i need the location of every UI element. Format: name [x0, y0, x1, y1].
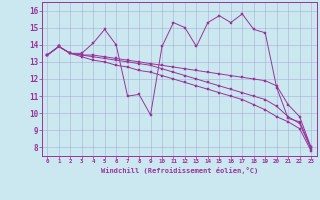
X-axis label: Windchill (Refroidissement éolien,°C): Windchill (Refroidissement éolien,°C) — [100, 167, 258, 174]
